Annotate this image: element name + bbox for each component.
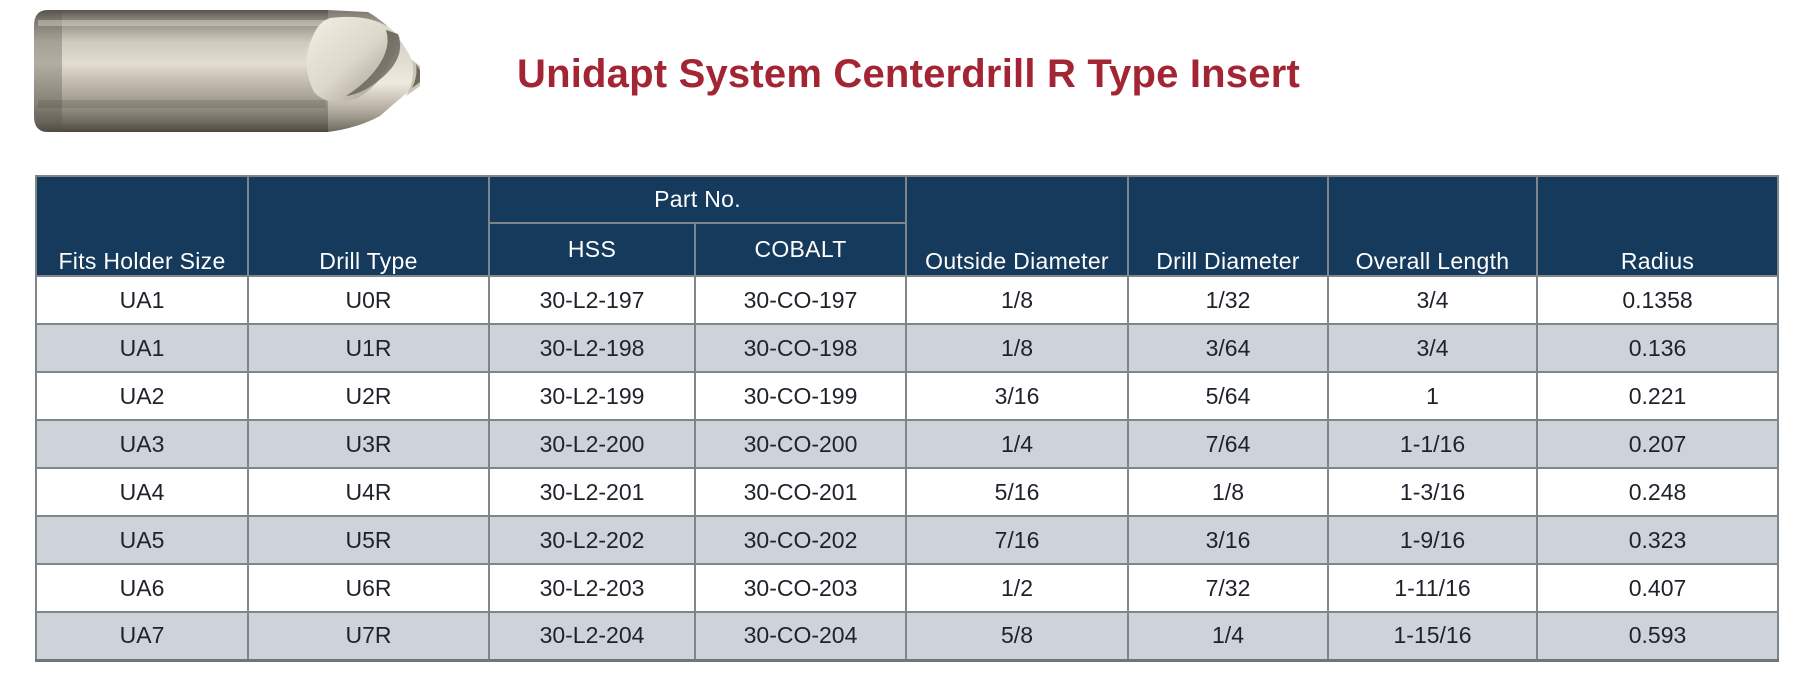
table-cell: 30-CO-200 <box>693 419 908 469</box>
table-cell: 30-CO-199 <box>693 371 908 421</box>
table-cell: U4R <box>247 467 490 517</box>
table-cell: 5/8 <box>905 611 1130 661</box>
table-cell: 1/4 <box>1127 611 1330 661</box>
table-cell: 0.221 <box>1536 371 1780 421</box>
table-cell: 0.407 <box>1536 563 1780 613</box>
col-header-outside-diameter: Outside Diameter <box>905 175 1130 277</box>
table-cell: UA3 <box>35 419 249 469</box>
table-cell: 30-CO-204 <box>693 611 908 661</box>
table-cell: 0.136 <box>1536 323 1780 373</box>
table-cell: 30-L2-198 <box>488 323 696 373</box>
table-cell: 1/8 <box>905 323 1130 373</box>
table-cell: U5R <box>247 515 490 565</box>
centerdrill-insert-photo <box>34 10 420 132</box>
table-row: UA7 U7R 30-L2-204 30-CO-204 5/8 1/4 1-15/16 0.5… <box>35 611 1780 661</box>
table-row: UA6 U6R 30-L2-203 30-CO-203 1/2 7/32 1-11/16 0.… <box>35 563 1780 613</box>
col-header-cobalt: COBALT <box>693 222 908 277</box>
table-row: UA5 U5R 30-L2-202 30-CO-202 7/16 3/16 1-9/16 0.… <box>35 515 1780 565</box>
table-cell: 7/32 <box>1127 563 1330 613</box>
table-cell: 30-L2-204 <box>488 611 696 661</box>
table-cell: 1/8 <box>1127 467 1330 517</box>
col-group-part-no: Part No. <box>487 175 908 224</box>
table-cell: 30-L2-199 <box>488 371 696 421</box>
table-cell: UA4 <box>35 467 249 517</box>
page-title: Unidapt System Centerdrill R Type Insert <box>517 52 1300 96</box>
table-row: UA1 U1R 30-L2-198 30-CO-198 1/8 3/64 3/4 0.136 <box>35 323 1780 373</box>
table-row: UA2 U2R 30-L2-199 30-CO-199 3/16 5/64 1 0.221 <box>35 371 1780 421</box>
table-cell: 7/16 <box>905 515 1130 565</box>
table-cell: 1 <box>1327 371 1539 421</box>
table-cell: 1/32 <box>1127 275 1330 325</box>
table-row: UA3 U3R 30-L2-200 30-CO-200 1/4 7/64 1-1/16 0.2… <box>35 419 1780 469</box>
table-cell: 3/16 <box>905 371 1130 421</box>
table-cell: 1-1/16 <box>1327 419 1539 469</box>
table-cell: 0.248 <box>1536 467 1780 517</box>
col-header-overall-length: Overall Length <box>1327 175 1539 277</box>
col-header-radius: Radius <box>1536 175 1780 277</box>
table-cell: U6R <box>247 563 490 613</box>
table-cell: UA1 <box>35 323 249 373</box>
table-cell: 1-3/16 <box>1327 467 1539 517</box>
spec-table: Fits Holder Size Drill Type Part No. Out… <box>35 175 1780 662</box>
table-cell: 7/64 <box>1127 419 1330 469</box>
table-cell: 3/16 <box>1127 515 1330 565</box>
table-cell: U0R <box>247 275 490 325</box>
table-cell: U2R <box>247 371 490 421</box>
table-cell: 5/16 <box>905 467 1130 517</box>
table-cell: UA5 <box>35 515 249 565</box>
table-cell: UA2 <box>35 371 249 421</box>
table-row: UA1 U0R 30-L2-197 30-CO-197 1/8 1/32 3/4 0.1358 <box>35 275 1780 325</box>
table-cell: 0.593 <box>1536 611 1780 661</box>
col-header-drill-type: Drill Type <box>247 175 490 277</box>
col-header-hss: HSS <box>488 222 696 277</box>
table-cell: 30-L2-201 <box>488 467 696 517</box>
table-cell: 3/4 <box>1327 275 1539 325</box>
table-cell: 0.323 <box>1536 515 1780 565</box>
table-row: UA4 U4R 30-L2-201 30-CO-201 5/16 1/8 1-3/16 0.2… <box>35 467 1780 517</box>
spec-table-body: UA1 U0R 30-L2-197 30-CO-197 1/8 1/32 3/4 0.1358… <box>35 275 1780 661</box>
table-cell: 0.1358 <box>1536 275 1780 325</box>
table-cell: 1-15/16 <box>1327 611 1539 661</box>
table-cell: 30-L2-197 <box>488 275 696 325</box>
table-cell: 30-CO-198 <box>693 323 908 373</box>
table-cell: 30-CO-197 <box>693 275 908 325</box>
table-cell: UA1 <box>35 275 249 325</box>
table-cell: 30-CO-202 <box>693 515 908 565</box>
table-cell: 30-CO-201 <box>693 467 908 517</box>
table-cell: U3R <box>247 419 490 469</box>
table-cell: UA7 <box>35 611 249 661</box>
table-cell: 1/4 <box>905 419 1130 469</box>
table-cell: 1-9/16 <box>1327 515 1539 565</box>
table-cell: 30-L2-200 <box>488 419 696 469</box>
table-cell: 30-CO-203 <box>693 563 908 613</box>
table-cell: 1/2 <box>905 563 1130 613</box>
table-cell: 5/64 <box>1127 371 1330 421</box>
table-cell: 0.207 <box>1536 419 1780 469</box>
table-cell: U7R <box>247 611 490 661</box>
table-cell: 30-L2-203 <box>488 563 696 613</box>
spec-table-header: Fits Holder Size Drill Type Part No. Out… <box>35 175 1780 277</box>
table-cell: UA6 <box>35 563 249 613</box>
page-header: Unidapt System Centerdrill R Type Insert <box>0 0 1808 150</box>
col-header-drill-diameter: Drill Diameter <box>1127 175 1330 277</box>
table-cell: 1/8 <box>905 275 1130 325</box>
table-cell: U1R <box>247 323 490 373</box>
table-cell: 3/4 <box>1327 323 1539 373</box>
table-cell: 1-11/16 <box>1327 563 1539 613</box>
table-cell: 3/64 <box>1127 323 1330 373</box>
table-cell: 30-L2-202 <box>488 515 696 565</box>
col-header-fits-holder-size: Fits Holder Size <box>35 175 249 277</box>
